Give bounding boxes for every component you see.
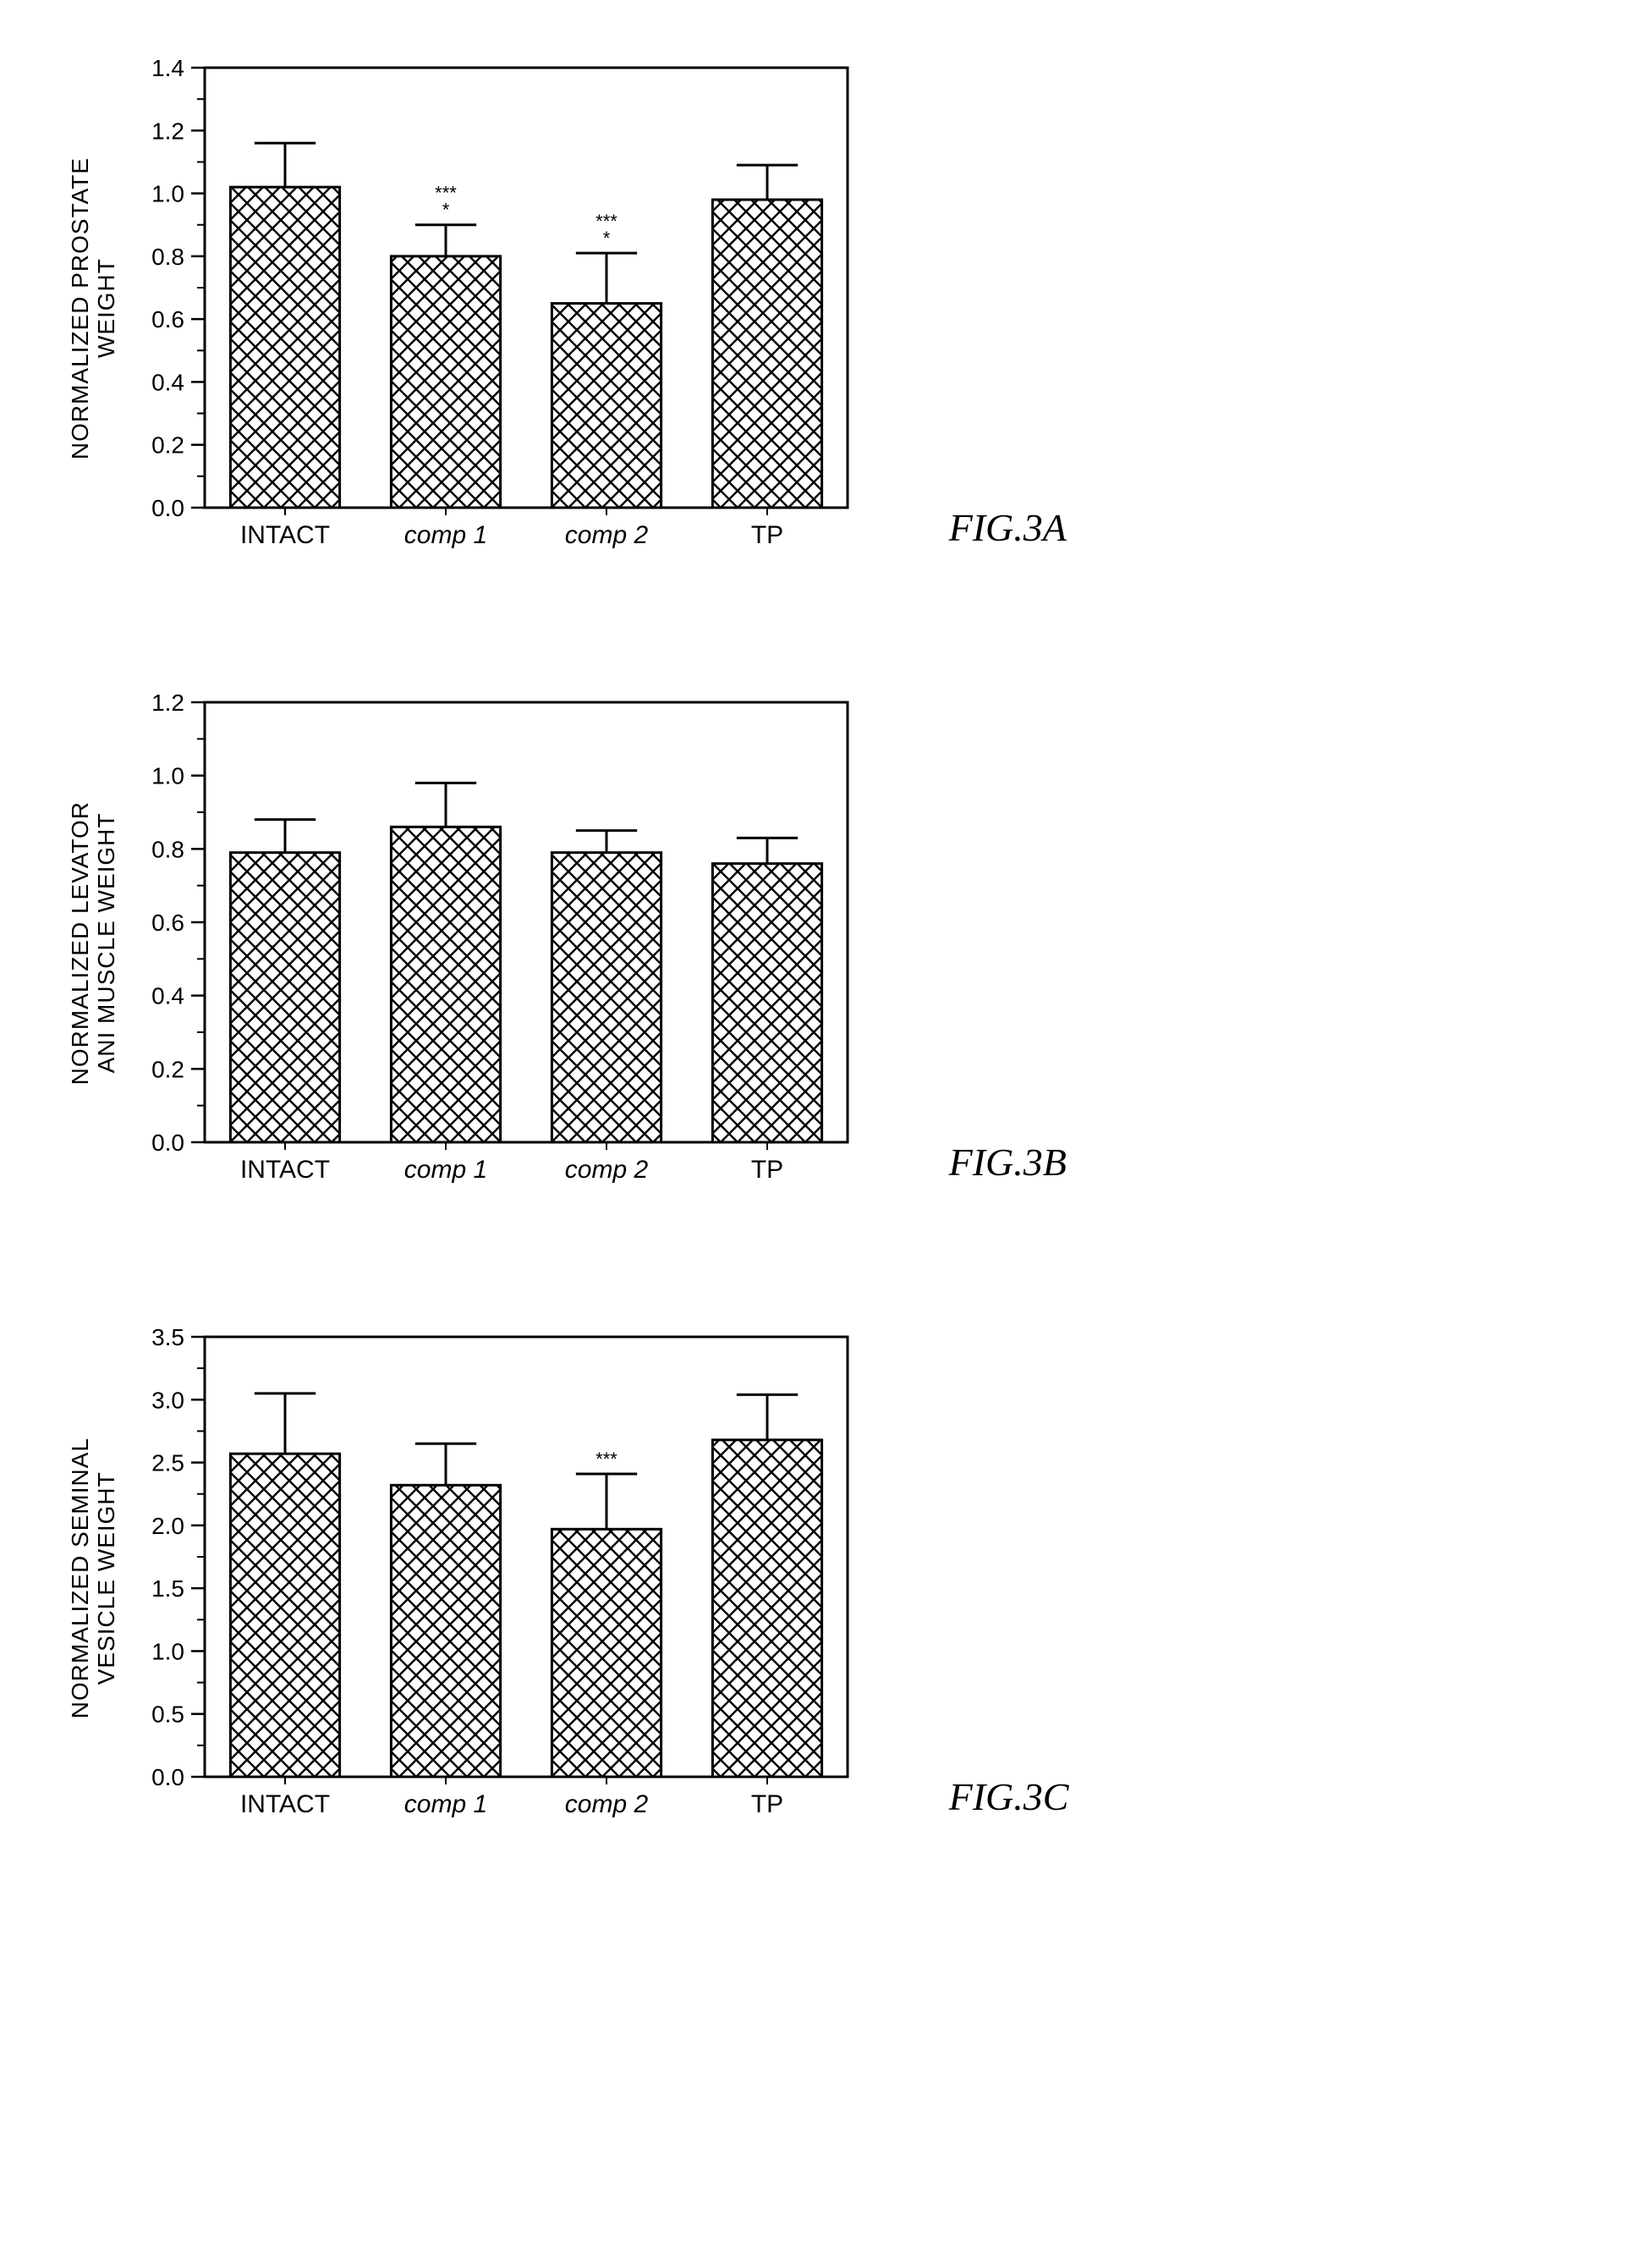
bar (552, 853, 661, 1142)
xtick-label: comp 1 (403, 1790, 486, 1818)
xtick-label: comp 2 (564, 1156, 648, 1184)
xtick-label: INTACT (240, 521, 330, 549)
bar (230, 853, 339, 1142)
ytick-label: 1.0 (151, 181, 184, 207)
xtick-label: comp 1 (403, 1156, 486, 1184)
y-axis-label: NORMALIZED LEVATORANI MUSCLE WEIGHT (68, 801, 120, 1085)
ytick-label: 0.0 (151, 1130, 184, 1156)
chart-svg: 0.0 0.2 0.4 0.6 0.8 1.0 1.2 INTACT comp 1 comp 2 T… (129, 685, 864, 1201)
bar (391, 1485, 500, 1777)
significance-mark: * (442, 200, 449, 221)
ytick-label: 1.0 (151, 1638, 184, 1664)
figure-label: FIG.3C (949, 1774, 1069, 1819)
ytick-label: 1.2 (151, 690, 184, 716)
significance-mark: *** (595, 1449, 617, 1470)
figure-label: FIG.3B (949, 1140, 1067, 1185)
fig3c-chart: NORMALIZED SEMINALVESICLE WEIGHT 0.0 0.5 1.… (68, 1320, 864, 1836)
bar (391, 827, 500, 1142)
ytick-label: 1.0 (151, 763, 184, 789)
xtick-label: INTACT (240, 1156, 330, 1184)
ytick-label: 0.0 (151, 1764, 184, 1790)
ytick-label: 2.0 (151, 1513, 184, 1539)
bar (391, 256, 500, 508)
chart-svg: 0.0 0.5 1.0 1.5 2.0 2.5 3.0 3.5 INTACT comp 1 *** c… (129, 1320, 864, 1836)
xtick-label: comp 1 (403, 521, 486, 549)
bar (230, 1454, 339, 1777)
xtick-label: comp 2 (564, 1790, 648, 1818)
significance-mark: * (602, 228, 610, 249)
ytick-label: 1.5 (151, 1575, 184, 1602)
xtick-label: TP (750, 1790, 782, 1818)
ytick-label: 0.8 (151, 836, 184, 862)
ytick-label: 3.0 (151, 1387, 184, 1413)
ytick-label: 0.2 (151, 432, 184, 459)
chart-svg: 0.00.20.40.60.81.01.21.4INTACT****comp 1… (129, 51, 864, 567)
ytick-label: 0.4 (151, 983, 184, 1009)
ytick-label: 0.0 (151, 495, 184, 521)
ytick-label: 0.4 (151, 369, 184, 395)
ytick-label: 0.8 (151, 244, 184, 270)
fig3a-chart: NORMALIZED PROSTATEWEIGHT 0.0 0.2 0.4 0.6 0.8… (68, 51, 864, 567)
bar (230, 187, 339, 508)
ytick-label: 0.2 (151, 1056, 184, 1082)
ytick-label: 0.5 (151, 1701, 184, 1728)
bar (552, 304, 661, 508)
ytick-label: 1.2 (151, 118, 184, 144)
bar (712, 200, 821, 508)
figure-label: FIG.3A (949, 505, 1067, 550)
y-axis-label: NORMALIZED SEMINALVESICLE WEIGHT (68, 1438, 120, 1718)
bar (552, 1529, 661, 1777)
xtick-label: TP (750, 1156, 782, 1184)
ytick-label: 0.6 (151, 306, 184, 333)
xtick-label: INTACT (240, 1790, 330, 1818)
y-axis-label: NORMALIZED PROSTATEWEIGHT (68, 157, 120, 459)
bar (712, 864, 821, 1142)
ytick-label: 2.5 (151, 1450, 184, 1476)
fig3b-chart: NORMALIZED LEVATORANI MUSCLE WEIGHT0.00.… (68, 685, 864, 1201)
ytick-label: 3.5 (151, 1324, 184, 1350)
ytick-label: 0.6 (151, 910, 184, 936)
bar (712, 1440, 821, 1777)
xtick-label: comp 2 (564, 521, 648, 549)
ytick-label: 1.4 (151, 55, 184, 81)
xtick-label: TP (750, 521, 782, 549)
